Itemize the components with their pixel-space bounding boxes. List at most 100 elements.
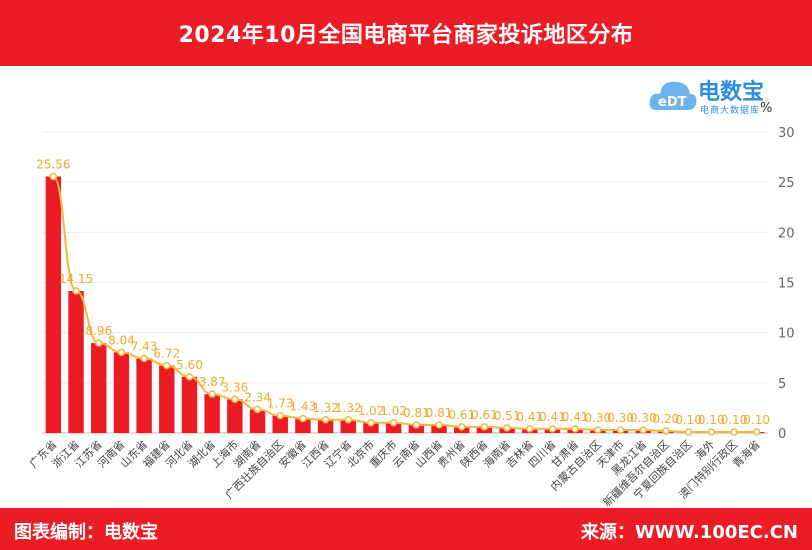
trend-point — [72, 287, 80, 295]
value-label: 1.32 — [312, 401, 339, 415]
bar — [340, 419, 356, 433]
value-label: 1.73 — [267, 397, 294, 411]
value-label: 0.41 — [516, 410, 543, 424]
value-label: 0.10 — [721, 413, 748, 427]
cloud-icon: eDT — [649, 81, 697, 110]
bar — [431, 424, 447, 433]
bar — [91, 343, 107, 433]
logo-mark: eDT — [658, 95, 687, 110]
y-tick-label: 15 — [778, 277, 795, 292]
bar — [227, 399, 243, 433]
bar — [181, 376, 198, 433]
trend-point — [344, 416, 353, 424]
bar — [249, 409, 266, 433]
value-label: 1.02 — [380, 404, 407, 418]
trend-point — [117, 348, 126, 357]
value-label: 8.96 — [85, 324, 112, 338]
bar-line-chart: 0 5 10 15 20 25 30 % 25.56 14.15 8.968.047.436.7… — [27, 101, 795, 508]
trend-point — [435, 421, 443, 429]
value-label: 25.56 — [36, 158, 70, 172]
value-label: 0.81 — [426, 406, 453, 420]
trend-point — [707, 428, 716, 436]
trend-point — [389, 419, 398, 427]
value-label: 3.36 — [221, 380, 248, 394]
y-tick-label: 5 — [778, 377, 786, 392]
trend-point — [94, 339, 103, 347]
value-label: 0.10 — [698, 413, 725, 427]
bar — [45, 176, 62, 433]
value-label: 0.41 — [539, 410, 566, 424]
value-label: 6.72 — [153, 347, 180, 361]
chart-title: 2024年10月全国电商平台商家投诉地区分布 — [178, 23, 634, 48]
trend-point — [49, 172, 58, 181]
trend-line-path — [52, 175, 757, 433]
value-label: 0.61 — [448, 408, 475, 422]
value-label: 1.43 — [290, 400, 317, 414]
trend-point — [253, 405, 262, 414]
trend-point — [662, 427, 670, 435]
trend-point — [208, 390, 216, 398]
value-label: 0.10 — [675, 413, 702, 427]
trend-point — [140, 354, 148, 363]
trend-point — [185, 373, 194, 381]
trend-point — [503, 424, 511, 432]
x-axis-labels: 广东省浙江省江苏省河南省山东省福建省河北省湖北省上海市湖南省广西壮族自治区安徽省… — [27, 437, 763, 508]
value-label: 7.43 — [131, 339, 158, 353]
trend-point — [457, 423, 466, 431]
value-label: 0.51 — [494, 409, 521, 423]
bar — [113, 352, 130, 433]
trend-point — [730, 428, 738, 436]
trend-point — [276, 411, 284, 420]
trend-point — [594, 426, 602, 434]
trend-point — [367, 419, 375, 427]
bar — [136, 358, 152, 433]
trend-point — [684, 428, 693, 436]
logo-brand: 电数宝 — [698, 80, 765, 105]
bar — [68, 291, 84, 433]
trend-point — [163, 361, 171, 370]
trend-point — [548, 425, 557, 433]
value-label: 0.20 — [653, 412, 680, 426]
bar — [385, 422, 402, 433]
y-tick-label: 20 — [778, 226, 795, 241]
value-label: 8.04 — [108, 333, 135, 347]
y-axis: 0 5 10 15 20 25 30 — [778, 126, 795, 442]
trend-point — [480, 423, 489, 431]
chart-header: 2024年10月全国电商平台商家投诉地区分布 — [0, 0, 812, 66]
trend-point — [752, 428, 761, 436]
gridlines — [42, 131, 768, 434]
y-tick-label: 0 — [778, 427, 786, 442]
trend-point — [616, 426, 625, 434]
footer-credit: 图表编制：电数宝 — [14, 522, 158, 543]
value-label: 3.87 — [199, 375, 226, 389]
y-tick-label: 25 — [778, 176, 795, 191]
y-axis-unit: % — [760, 101, 772, 116]
y-tick-label: 10 — [778, 327, 795, 342]
bar — [159, 365, 175, 433]
bar — [363, 422, 379, 433]
footer-source: 来源：WWW.100EC.CN — [580, 522, 798, 543]
value-label: 14.15 — [59, 272, 93, 286]
value-labels: 25.56 14.15 8.968.047.436.725.60 3.873.362.… — [36, 158, 770, 427]
value-label: 0.10 — [743, 413, 770, 427]
trend-point — [321, 416, 330, 424]
trend-point — [639, 426, 647, 434]
bar — [408, 424, 425, 433]
chart-footer: 图表编制：电数宝 来源：WWW.100EC.CN — [0, 508, 812, 550]
trend-point — [299, 414, 307, 423]
value-label: 0.41 — [562, 410, 589, 424]
bar — [317, 419, 334, 433]
trend-point — [526, 425, 534, 433]
value-label: 0.30 — [607, 411, 634, 425]
value-label: 0.61 — [471, 408, 498, 422]
value-label: 5.60 — [176, 358, 203, 372]
bar — [295, 418, 311, 433]
trend-line — [49, 172, 761, 436]
trend-point — [571, 425, 579, 433]
value-label: 1.32 — [335, 401, 362, 415]
trend-point — [412, 421, 421, 429]
value-label: 2.34 — [244, 391, 271, 405]
y-tick-label: 30 — [778, 126, 795, 141]
logo-subtitle: 电商大数据库 — [700, 106, 761, 116]
bars — [45, 176, 765, 433]
